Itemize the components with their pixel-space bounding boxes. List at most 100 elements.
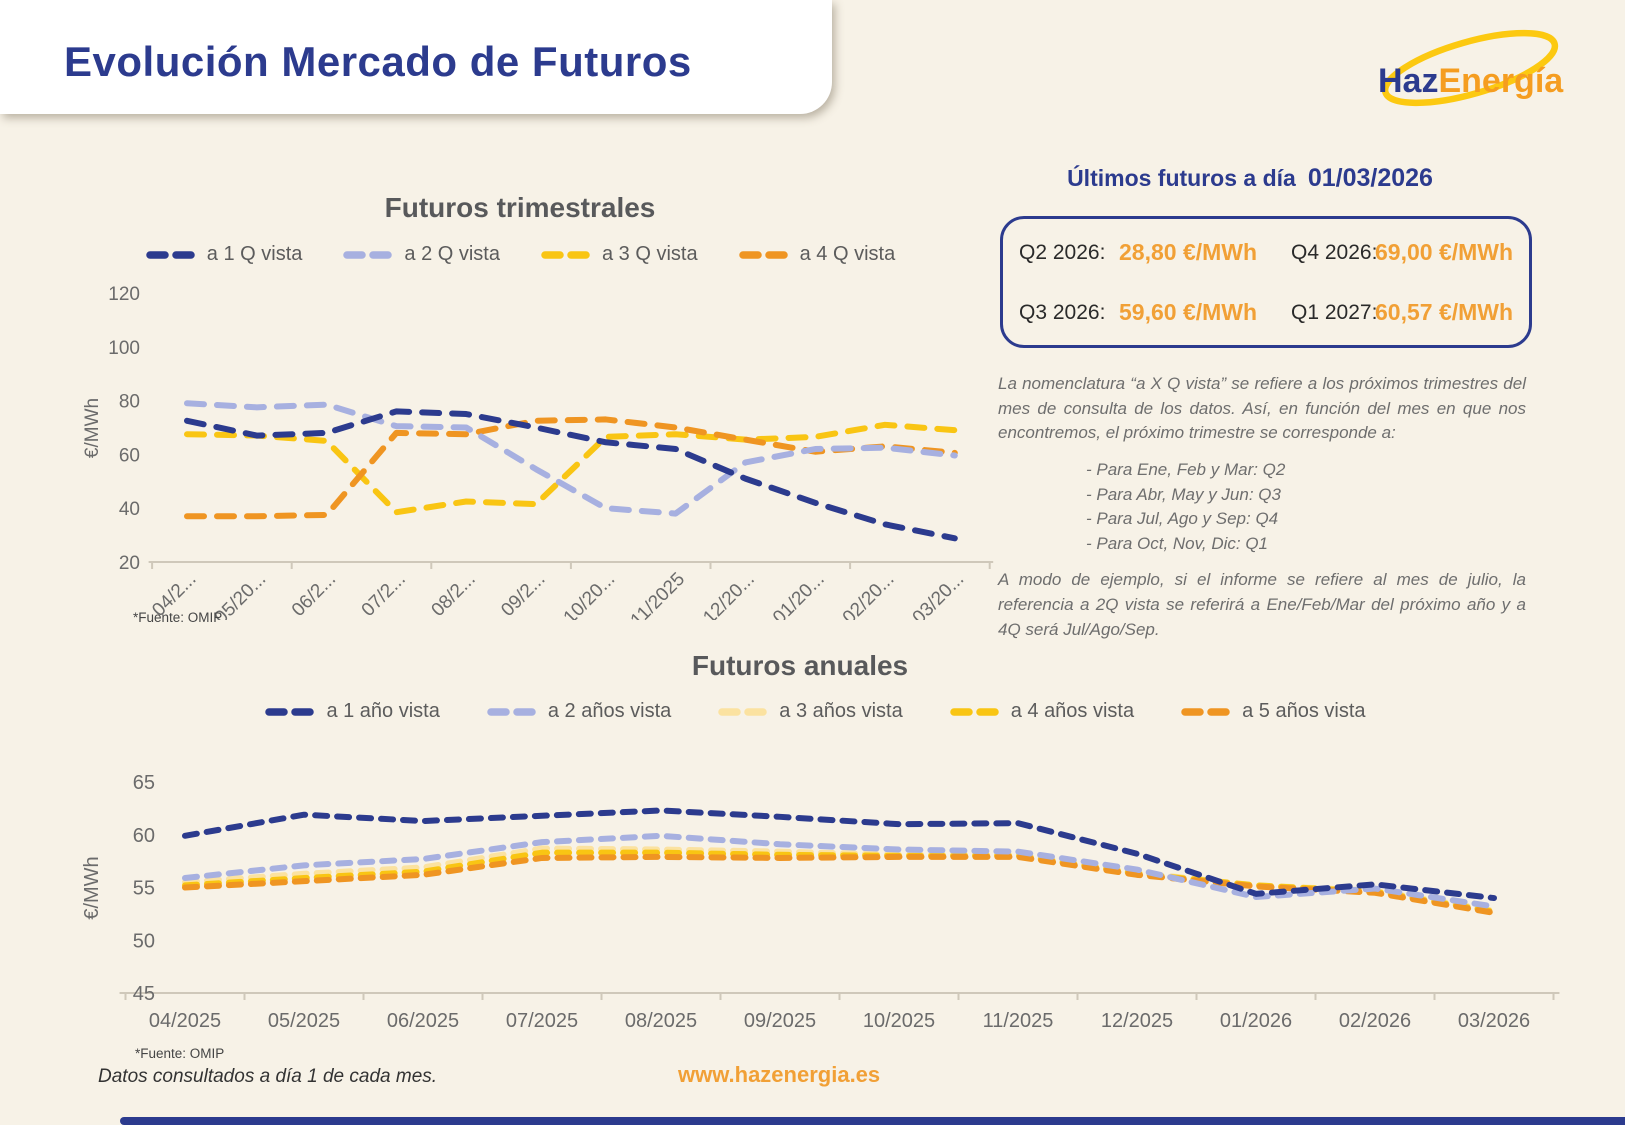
x-tick-label: 09/2...	[497, 569, 549, 620]
legend-dash-icon	[1181, 707, 1231, 716]
x-tick-label: 12/20...	[699, 569, 759, 620]
explanation-list-item: - Para Abr, May y Jun: Q3	[1086, 484, 1281, 504]
latest-heading-text: Últimos futuros a día	[1067, 165, 1296, 191]
annual-chart-title: Futuros anuales	[691, 650, 909, 681]
x-tick-label: 01/20...	[769, 569, 829, 620]
x-tick-label: 03/2026	[1458, 1010, 1530, 1032]
y-axis-label: €/MWh	[82, 398, 103, 458]
legend-item: a 2 años vista	[486, 700, 671, 723]
futures-item-label: Q1 2027:	[1291, 301, 1378, 324]
title-card	[0, 0, 832, 114]
legend-item: a 3 años vista	[717, 700, 903, 723]
annual-futures-chart: 45 50 55 60 65 €/MWh 04/2025 05/2025 06/2025 07/2…	[81, 772, 1560, 1032]
latest-heading-date: 01/03/2026	[1307, 164, 1433, 192]
explanation-list: - Para Ene, Feb y Mar: Q2 - Para Abr, Ma…	[1086, 458, 1526, 557]
legend-dash-icon	[949, 707, 1000, 716]
series-line-a-2-Q-vista	[184, 400, 958, 517]
legend-item: a 1 Q vista	[145, 243, 303, 266]
legend-dash-icon	[718, 707, 769, 716]
x-tick-label: 11/2025	[983, 1010, 1054, 1032]
y-tick-label: 60	[133, 825, 155, 847]
x-tick-label: 03/20...	[909, 569, 969, 620]
annual-legend: a 1 año vista a 2 años vista a 3 años vist…	[150, 700, 1480, 723]
logo-swoosh-icon: HazEnergía	[1378, 29, 1564, 107]
legend-label: a 1 año vista	[326, 700, 440, 722]
legend-dash-icon	[146, 250, 196, 259]
series-line-a-3-años-vista	[182, 845, 1497, 914]
x-tick-label: 08/2025	[625, 1010, 697, 1032]
legend-item: a 3 Q vista	[540, 243, 698, 266]
legend-item: a 4 años vista	[949, 700, 1134, 723]
legend-label: a 3 años vista	[779, 700, 903, 722]
y-tick-label: 45	[133, 983, 155, 1005]
y-tick-label: 40	[119, 499, 140, 520]
series-line-a-1-año-vista	[182, 807, 1497, 902]
futures-item-value: 59,60 €/MWh	[1119, 299, 1258, 325]
x-tick-label: 05/2025	[268, 1010, 340, 1032]
x-tick-label: 07/2025	[506, 1010, 578, 1032]
hazenergia-logo: HazEnergía	[1356, 26, 1571, 127]
y-tick-label: 20	[119, 553, 140, 574]
series-line-a-2-años-vista	[182, 832, 1497, 910]
x-tick-label: 11/2025	[627, 569, 689, 620]
legend-dash-icon	[265, 707, 316, 716]
series-line-a-4-años-vista	[182, 849, 1497, 915]
series-line-a-5-años-vista	[182, 853, 1497, 916]
quarterly-source: *Fuente: OMIP	[133, 610, 223, 625]
legend-dash-icon	[487, 707, 537, 716]
website-link[interactable]: www.hazenergia.es	[678, 1062, 881, 1087]
legend-dash-icon	[343, 250, 394, 259]
logo-text-energia: Energía	[1438, 62, 1564, 100]
legend-label: a 2 años vista	[547, 700, 672, 722]
quarterly-chart-title: Futuros trimestrales	[384, 192, 656, 223]
x-tick-label: 02/20...	[839, 569, 899, 620]
y-tick-label: 50	[133, 930, 155, 952]
series-line-a-4-Q-vista	[184, 416, 958, 520]
nomenclature-explanation: La nomenclatura “a X Q vista” se refiere…	[998, 372, 1526, 654]
legend-label: a 3 Q vista	[602, 243, 698, 265]
legend-dash-icon	[738, 250, 789, 259]
latest-futures-box: Q2 2026: 28,80 €/MWh Q4 2026: 69,00 €/MW…	[1000, 216, 1532, 348]
futures-item-label: Q3 2026:	[1019, 301, 1106, 324]
x-tick-label: 08/2...	[428, 569, 480, 620]
futures-item-value: 28,80 €/MWh	[1119, 239, 1258, 265]
y-tick-label: 60	[119, 445, 140, 466]
page-title: Evolución Mercado de Futuros	[64, 38, 692, 85]
y-tick-label: 120	[108, 284, 140, 305]
futures-item-label: Q4 2026:	[1291, 241, 1378, 264]
explanation-list-item: - Para Oct, Nov, Dic: Q1	[1086, 533, 1269, 553]
legend-item: a 4 Q vista	[738, 243, 896, 266]
legend-label: a 4 Q vista	[799, 243, 896, 265]
futures-item-label: Q2 2026:	[1019, 241, 1106, 264]
svg-text:HazEnergía: HazEnergía	[1378, 62, 1564, 100]
series-line-a-1-Q-vista	[184, 408, 958, 542]
legend-label: a 5 años vista	[1242, 700, 1366, 722]
futures-item-value: 69,00 €/MWh	[1375, 239, 1514, 265]
x-tick-label: 02/2026	[1339, 1010, 1411, 1032]
x-tick-label: 09/2025	[744, 1010, 816, 1032]
y-tick-label: 65	[133, 772, 155, 794]
y-tick-label: 100	[108, 338, 140, 359]
x-tick-label: 01/2026	[1220, 1010, 1292, 1032]
legend-label: a 4 años vista	[1010, 700, 1135, 722]
futures-item-value: 60,57 €/MWh	[1375, 299, 1514, 325]
x-tick-label: 12/2025	[1101, 1010, 1173, 1032]
y-tick-label: 80	[119, 392, 140, 413]
legend-label: a 1 Q vista	[206, 243, 303, 265]
explanation-list-item: - Para Ene, Feb y Mar: Q2	[1086, 459, 1286, 479]
annual-source: *Fuente: OMIP	[135, 1046, 225, 1061]
explanation-paragraph-2: A modo de ejemplo, si el informe se refi…	[998, 570, 1526, 639]
x-tick-label: 07/2...	[358, 569, 410, 620]
x-tick-label: 06/2025	[387, 1010, 459, 1032]
x-tick-label: 06/2...	[288, 569, 340, 620]
logo-text-haz: Haz	[1378, 62, 1438, 100]
explanation-list-item: - Para Jul, Ago y Sep: Q4	[1086, 509, 1279, 529]
series-line-a-3-Q-vista	[184, 421, 958, 516]
latest-futures-heading: Últimos futuros a día 01/03/2026	[960, 164, 1540, 193]
legend-label: a 2 Q vista	[404, 243, 500, 265]
x-tick-label: 04/2025	[149, 1010, 221, 1032]
x-tick-label: 10/2025	[863, 1010, 935, 1032]
data-consulted-note: Datos consultados a día 1 de cada mes.	[98, 1066, 438, 1087]
legend-item: a 1 año vista	[264, 700, 440, 723]
